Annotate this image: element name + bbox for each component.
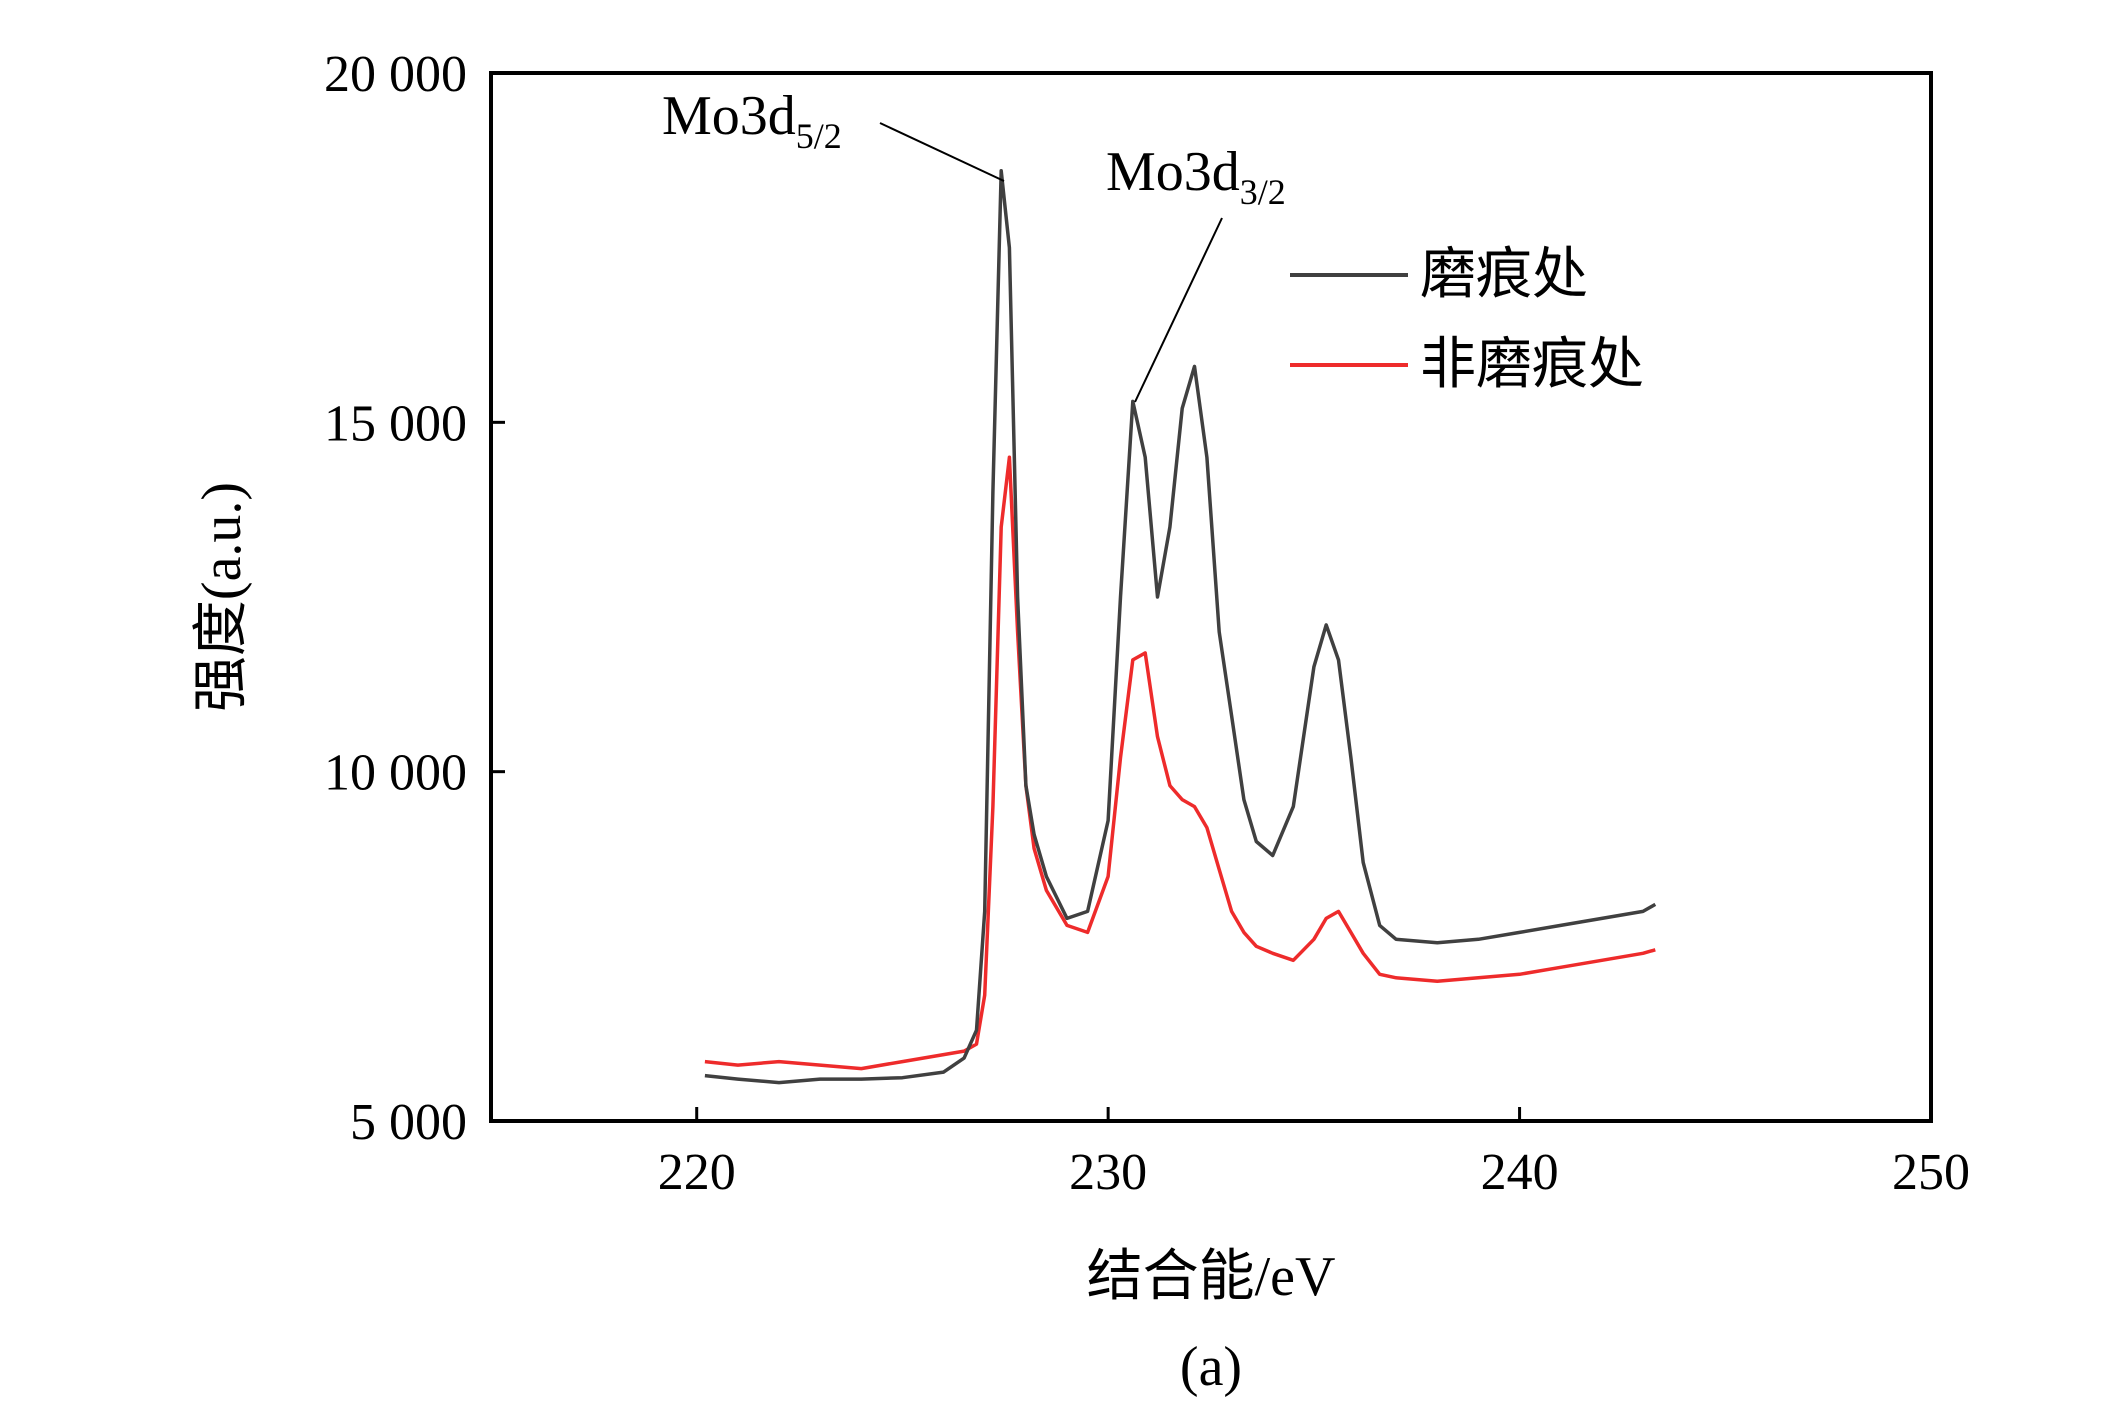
x-tick-label: 230	[1069, 1144, 1147, 1201]
legend-label-unworn: 非磨痕处	[1420, 334, 1644, 396]
figure-caption: (a)	[1180, 1336, 1242, 1398]
legend: 磨痕处 非磨痕处	[1290, 244, 1644, 396]
x-tick-label: 220	[658, 1144, 736, 1201]
series-layer	[704, 169, 1657, 1085]
annotation-leader-line	[879, 122, 1005, 182]
legend-item-unworn: 非磨痕处	[1290, 334, 1644, 396]
annotation-mo3d52: Mo3d5/2	[662, 85, 1005, 182]
y-tick-label: 15 000	[324, 395, 467, 452]
annotation-main-label: Mo3d5/2	[662, 85, 842, 156]
y-tick-label: 10 000	[324, 745, 467, 802]
x-tick-label: 240	[1481, 1144, 1559, 1201]
legend-label-worn: 磨痕处	[1420, 244, 1588, 306]
y-axis-title: 强度(a.u.)	[191, 482, 253, 712]
annotation-mo3d32: Mo3d3/2	[1106, 141, 1286, 403]
series-line-worn	[704, 169, 1657, 1085]
annotation-leader-line	[1134, 217, 1223, 403]
tick-layer: 220 230 240 250 5 000 10 000 15 000 20 000	[324, 46, 1970, 1201]
x-tick-label: 250	[1892, 1144, 1970, 1201]
x-axis-title: 结合能/eV	[1087, 1246, 1336, 1308]
annotation-main-label: Mo3d3/2	[1106, 141, 1286, 212]
legend-item-worn: 磨痕处	[1290, 244, 1588, 306]
y-tick-label: 20 000	[324, 46, 467, 103]
plot-frame	[489, 71, 1933, 1123]
y-tick-label: 5 000	[350, 1094, 467, 1151]
series-line-unworn	[704, 455, 1656, 1071]
